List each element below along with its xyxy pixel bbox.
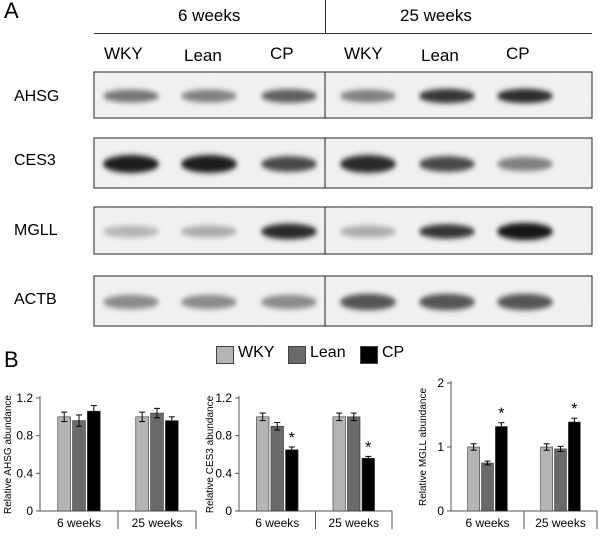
- header-rule-top: [94, 33, 592, 34]
- legend-swatch-lean: [288, 346, 306, 364]
- band-mgll-wky-25w: [340, 225, 396, 238]
- band-ahsg-cp-6w: [261, 89, 317, 103]
- significance-marker: *: [365, 439, 371, 456]
- y-axis-label: Relative MGLL abundance: [418, 388, 429, 506]
- bar-cp-6-weeks: [285, 449, 299, 512]
- bar-lean-6-weeks: [481, 462, 494, 512]
- bar-wky-25-weeks: [135, 416, 149, 512]
- band-ahsg-lean-25w: [419, 88, 475, 104]
- lane-label-lean-6: Lean: [184, 46, 222, 65]
- band-ahsg-wky-25w: [340, 89, 396, 103]
- bar-wky-25-weeks: [540, 446, 553, 512]
- x-category-label: 25 weeks: [328, 516, 379, 530]
- x-category-label: 6 weeks: [255, 516, 299, 530]
- bar-lean-25-weeks: [150, 412, 164, 512]
- x-category-label: 25 weeks: [132, 516, 183, 530]
- bar-lean-25-weeks: [347, 416, 361, 512]
- legend-swatch-wky: [216, 346, 234, 364]
- time-group-label-6-weeks: 6 weeks: [178, 6, 241, 25]
- y-tick-label: 0: [437, 504, 444, 518]
- band-actb-lean-6w: [181, 294, 237, 310]
- lane-label-wky-25: WKY: [344, 44, 383, 63]
- band-ces3-cp-25w: [497, 156, 553, 172]
- blot-label-actb: ACTB: [14, 291, 57, 308]
- y-axis-label: Relative CES3 abundance: [205, 395, 216, 513]
- y-tick-label: 0.8: [16, 429, 33, 443]
- band-mgll-lean-25w: [419, 224, 475, 239]
- lane-label-wky-6: WKY: [104, 44, 143, 63]
- bar-cp-25-weeks: [361, 457, 375, 512]
- bar-wky-6-weeks: [57, 416, 71, 512]
- y-tick-label: 2: [437, 376, 444, 390]
- lane-label-lean-25: Lean: [421, 46, 459, 65]
- band-mgll-cp-6w: [261, 223, 317, 240]
- significance-marker: *: [498, 406, 504, 423]
- bar-chart-3: 0 1 2 Relative MGLL abundance 6 weeks * 25 wee…: [418, 376, 598, 530]
- significance-marker: *: [289, 430, 295, 447]
- y-tick-label: 1.2: [16, 391, 33, 405]
- y-tick-label: 0: [225, 504, 232, 518]
- band-ces3-lean-25w: [419, 156, 475, 172]
- x-category-label: 25 weeks: [535, 516, 586, 530]
- blot-label-mgll: MGLL: [14, 222, 58, 239]
- bar-lean-6-weeks: [72, 420, 86, 512]
- band-mgll-cp-25w: [497, 222, 553, 241]
- header-group-divider: [325, 0, 326, 34]
- x-category-label: 6 weeks: [465, 516, 509, 530]
- band-mgll-lean-6w: [181, 225, 237, 238]
- blot-label-ahsg: AHSG: [14, 88, 60, 105]
- bar-cp-25-weeks: [165, 420, 179, 512]
- bar-wky-6-weeks: [256, 416, 270, 512]
- band-actb-lean-25w: [419, 293, 475, 311]
- lane-label-cp-6: CP: [270, 44, 294, 63]
- band-ahsg-cp-25w: [497, 88, 553, 104]
- bar-wky-6-weeks: [467, 446, 480, 512]
- blot-images: [93, 71, 593, 327]
- band-actb-wky-6w: [103, 294, 159, 310]
- time-group-label-25-weeks: 25 weeks: [400, 6, 472, 25]
- band-ces3-lean-6w: [181, 155, 237, 173]
- bar-wky-25-weeks: [332, 416, 346, 512]
- band-ahsg-wky-6w: [103, 89, 159, 103]
- significance-marker: *: [571, 401, 577, 418]
- band-mgll-wky-6w: [103, 225, 159, 238]
- bar-lean-6-weeks: [270, 425, 284, 512]
- band-actb-cp-6w: [261, 294, 317, 310]
- band-ahsg-lean-6w: [181, 89, 237, 103]
- y-tick-label: 0: [26, 504, 33, 518]
- legend-label-lean: Lean: [310, 344, 346, 361]
- blot-label-ces3: CES3: [14, 152, 56, 169]
- panel-a-letter: A: [4, 0, 19, 23]
- band-actb-wky-25w: [340, 293, 396, 311]
- y-tick-label: 1.2: [215, 391, 232, 405]
- band-ces3-wky-25w: [340, 155, 396, 173]
- band-actb-cp-25w: [497, 293, 553, 311]
- y-axis-label: Relative AHSG abundance: [3, 395, 14, 514]
- y-tick-label: 0.4: [16, 466, 33, 480]
- y-tick-label: 0.8: [215, 429, 232, 443]
- bar-cp-6-weeks: [495, 426, 508, 512]
- band-ces3-cp-6w: [261, 156, 317, 172]
- lane-label-cp-25: CP: [506, 44, 530, 63]
- x-category-label: 6 weeks: [57, 516, 101, 530]
- panel-b-letter: B: [4, 347, 19, 372]
- legend-label-wky: WKY: [238, 344, 275, 361]
- bar-cp-25-weeks: [568, 421, 581, 512]
- bar-cp-6-weeks: [87, 410, 101, 512]
- band-ces3-wky-6w: [103, 155, 159, 173]
- y-tick-label: 1: [437, 440, 444, 454]
- bar-lean-25-weeks: [554, 448, 567, 512]
- y-tick-label: 0.4: [215, 466, 232, 480]
- legend-swatch-cp: [360, 346, 378, 364]
- legend-label-cp: CP: [382, 344, 405, 361]
